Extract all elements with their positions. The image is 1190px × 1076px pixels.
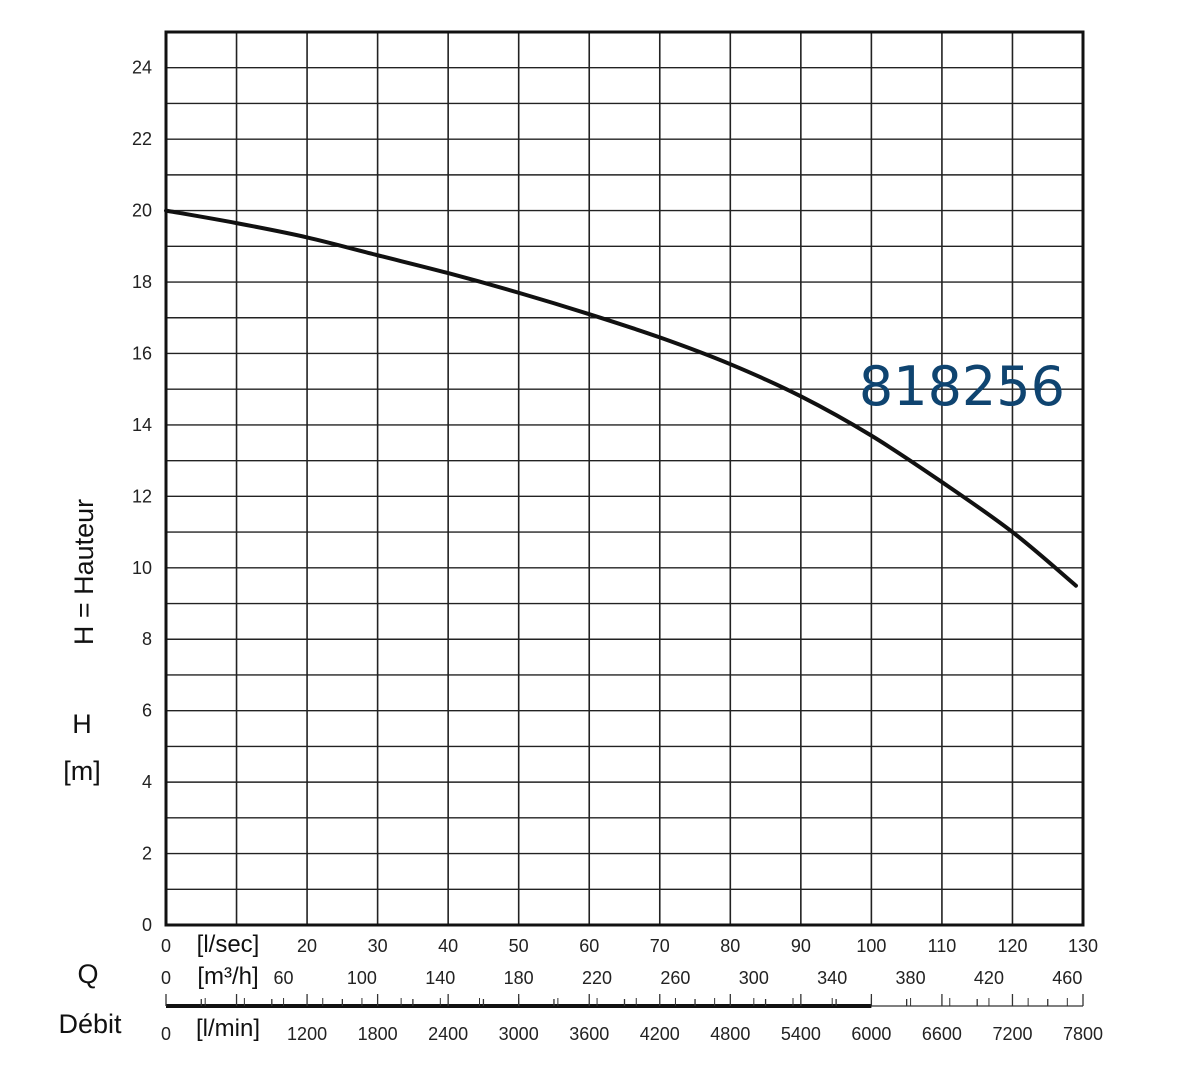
x-axis-symbol: Q	[77, 959, 98, 989]
x-tick-label: 4800	[710, 1024, 750, 1044]
x-tick-label: 7200	[992, 1024, 1032, 1044]
x-tick-label: 380	[896, 968, 926, 988]
y-tick-label: 10	[132, 558, 152, 578]
x-tick-label: 100	[856, 936, 886, 956]
x-unit-label: [l/sec]	[197, 931, 260, 958]
y-axis-unit: [m]	[63, 756, 101, 786]
x-tick-label: 420	[974, 968, 1004, 988]
x-tick-label: 60	[579, 936, 599, 956]
y-tick-label: 24	[132, 58, 152, 78]
y-tick-label: 2	[142, 844, 152, 864]
x-unit-label: [l/min]	[196, 1015, 260, 1042]
x-tick-label: 220	[582, 968, 612, 988]
x-tick-label: 130	[1068, 936, 1098, 956]
x-tick-label: 300	[739, 968, 769, 988]
x-tick-label: 340	[817, 968, 847, 988]
x-tick-label: 1200	[287, 1024, 327, 1044]
y-axis-title: H = Hauteur	[69, 499, 99, 645]
x-zero-label: 0	[161, 936, 171, 956]
curve-layer	[164, 208, 1078, 588]
x-tick-label: 60	[274, 968, 294, 988]
model-label: 818256	[859, 355, 1065, 418]
x-tick-label: 3000	[499, 1024, 539, 1044]
y-tick-label: 14	[132, 415, 152, 435]
y-tick-label: 22	[132, 129, 152, 149]
x-zero-label: 0	[161, 1024, 171, 1044]
x-unit-label: [m³/h]	[197, 963, 258, 990]
x-tick-label: 2400	[428, 1024, 468, 1044]
x-tick-label: 80	[720, 936, 740, 956]
x-tick-label: 7800	[1063, 1024, 1103, 1044]
x-tick-label: 260	[660, 968, 690, 988]
x-tick-label: 120	[997, 936, 1027, 956]
x-tick-label: 3600	[569, 1024, 609, 1044]
y-tick-label: 0	[142, 915, 152, 935]
x-tick-label: 110	[928, 936, 957, 956]
y-tick-label: 16	[132, 343, 152, 363]
x-tick-label: 4200	[640, 1024, 680, 1044]
x-tick-label: 50	[509, 936, 529, 956]
x-tick-label: 100	[347, 968, 377, 988]
x-tick-label: 70	[650, 936, 670, 956]
x-tick-label: 40	[438, 936, 458, 956]
x-tick-label: 1800	[358, 1024, 398, 1044]
x-tick-label: 460	[1052, 968, 1082, 988]
y-tick-label: 8	[142, 629, 152, 649]
y-tick-label: 18	[132, 272, 152, 292]
chart-grid	[166, 32, 1083, 925]
y-tick-label: 6	[142, 701, 152, 721]
y-tick-label: 12	[132, 486, 152, 506]
y-tick-label: 20	[132, 201, 152, 221]
plot-frame	[164, 30, 1085, 927]
x-tick-label: 180	[504, 968, 534, 988]
x-tick-label: 30	[368, 936, 388, 956]
pump-curve-line	[164, 208, 1078, 588]
x-axis-title: Débit	[58, 1009, 122, 1039]
x-scales: 0 [l/sec] 20 30 40 50 60 70 80 90 100 110 120 130 0 [m³…	[161, 931, 1103, 1044]
x-tick-label: 6600	[922, 1024, 962, 1044]
x-tick-label: 140	[425, 968, 455, 988]
x-tick-label: 20	[297, 936, 317, 956]
x-zero-label: 0	[161, 968, 171, 988]
x-tick-label: 90	[791, 936, 811, 956]
x-tick-label: 5400	[781, 1024, 821, 1044]
y-tick-label: 4	[142, 772, 152, 792]
y-axis-symbol: H	[72, 709, 92, 739]
x-tick-label: 6000	[851, 1024, 891, 1044]
